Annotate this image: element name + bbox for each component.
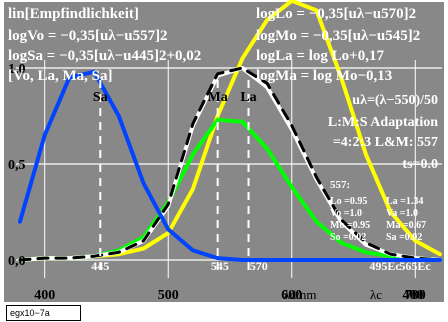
table-cell-2-1: Ma =0.67 <box>386 220 426 231</box>
table-cell-0-1: La =1.34 <box>386 196 423 207</box>
marker-label-1: Ma <box>208 90 228 105</box>
x-tick-label-3: 700 <box>405 288 426 303</box>
footer-label: egx10−7a <box>6 305 81 321</box>
right-text-line-7: ts=0.0 <box>402 157 438 172</box>
left-text-line-3: [Vo, La, Ma, Sa] <box>8 68 112 84</box>
curves <box>18 0 442 262</box>
right-text-line-0: logLo = −0,35[uλ−u570]2 <box>256 6 416 22</box>
table-cell-2-0: Mo =0.95 <box>330 220 370 231</box>
right-text-line-5: L:M:S Adaptation <box>328 115 438 130</box>
x-tick-label-1: 500 <box>158 288 179 303</box>
x-tick-label-0: 400 <box>34 288 55 303</box>
right-text-line-6: =4:2:3 L&M: 557 <box>333 135 438 150</box>
bottom-label-3: 495Ec <box>369 259 401 273</box>
left-text-line-1: logVo = −0,35[uλ−u557]2 <box>8 28 168 44</box>
x-tick-label-4: 400 <box>403 288 424 303</box>
x-tick-label-2: 600 <box>281 288 302 303</box>
series-line-4 <box>18 69 442 262</box>
series-line-3 <box>18 66 442 262</box>
right-text-line-1: logMo = −0,35[uλ−u545]2 <box>256 28 420 44</box>
markers: Sa Ma La <box>93 80 257 270</box>
table-cell-1-1: Va =1.0 <box>386 208 418 219</box>
bottom-label-1: 545 <box>211 259 229 273</box>
annotations: lin[Empfindlichkeit] logVo = −0,35[uλ−u55… <box>8 6 438 243</box>
x-axis-text2: λc <box>370 287 382 302</box>
right-text-line-3: logMa = log Mo−0,13 <box>256 68 392 84</box>
marker-label-0: Sa <box>93 90 108 105</box>
marker-label-2: La <box>240 90 256 105</box>
right-text-line-4: uλ=(λ−550)/50 <box>352 93 438 108</box>
table-title: 557: <box>330 179 350 191</box>
x-axis-text: λd/nm <box>283 287 316 302</box>
y-tick-label-2: 1,0 <box>8 62 26 77</box>
y-tick-label-1: 0,5 <box>8 158 26 173</box>
y-tick-label-0: 0,0 <box>8 254 26 269</box>
left-text-line-2: logSa = −0,35[uλ−u445]2+0,02 <box>8 48 201 64</box>
bottom-label-4: 565Ec <box>399 259 431 273</box>
bottom-label-0: 445 <box>91 259 109 273</box>
bottom-label-2: 570 <box>250 259 268 273</box>
table-cell-3-1: Sa =0.02 <box>386 232 422 243</box>
table-cell-3-0: So =0.02 <box>330 232 366 243</box>
left-text-line-0: lin[Empfindlichkeit] <box>8 6 139 22</box>
right-text-line-2: logLa = log Lo+0,17 <box>256 48 384 64</box>
table-cell-1-0: Vo =1.0 <box>330 208 362 219</box>
table-cell-0-0: Lo =0.95 <box>330 196 367 207</box>
